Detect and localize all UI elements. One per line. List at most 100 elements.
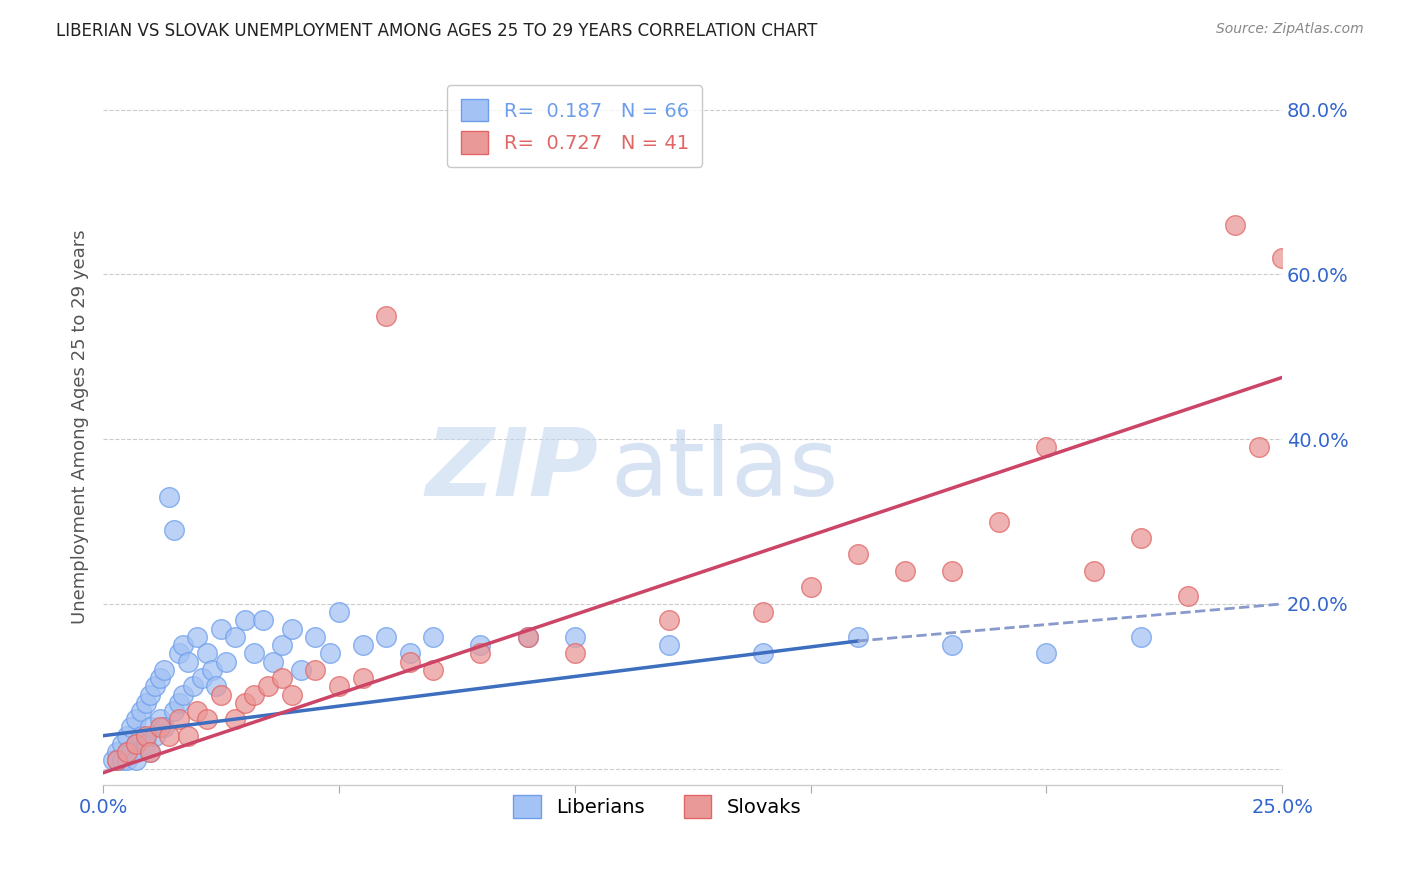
Legend: Liberians, Slovaks: Liberians, Slovaks [506, 788, 808, 826]
Point [224, 712, 246, 726]
Point [1177, 589, 1199, 603]
Point [115, 729, 138, 743]
Point [143, 729, 166, 743]
Point [233, 614, 256, 628]
Point [658, 638, 681, 652]
Point [328, 679, 350, 693]
Point [115, 745, 138, 759]
Point [328, 605, 350, 619]
Point [139, 688, 162, 702]
Point [470, 646, 492, 660]
Y-axis label: Unemployment Among Ages 25 to 29 years: Unemployment Among Ages 25 to 29 years [72, 229, 89, 624]
Point [163, 704, 186, 718]
Point [105, 753, 128, 767]
Point [209, 622, 232, 636]
Point [318, 646, 340, 660]
Point [894, 564, 917, 578]
Point [167, 646, 190, 660]
Point [195, 646, 218, 660]
Point [422, 630, 444, 644]
Point [115, 753, 138, 767]
Point [800, 581, 823, 595]
Point [988, 515, 1011, 529]
Point [177, 729, 200, 743]
Point [1247, 441, 1270, 455]
Point [157, 729, 180, 743]
Point [846, 548, 869, 562]
Point [111, 737, 134, 751]
Point [262, 655, 284, 669]
Point [516, 630, 538, 644]
Point [752, 605, 775, 619]
Text: Source: ZipAtlas.com: Source: ZipAtlas.com [1216, 22, 1364, 37]
Point [658, 614, 681, 628]
Point [564, 646, 586, 660]
Text: ZIP: ZIP [426, 424, 599, 516]
Point [398, 655, 420, 669]
Point [139, 745, 162, 759]
Point [135, 729, 157, 743]
Point [153, 721, 176, 735]
Point [243, 688, 266, 702]
Point [304, 663, 326, 677]
Text: atlas: atlas [610, 424, 838, 516]
Point [252, 614, 274, 628]
Point [1129, 531, 1152, 545]
Point [281, 622, 304, 636]
Point [125, 753, 148, 767]
Point [564, 630, 586, 644]
Point [243, 646, 266, 660]
Point [157, 490, 180, 504]
Point [205, 679, 228, 693]
Point [135, 737, 157, 751]
Point [846, 630, 869, 644]
Point [111, 753, 134, 767]
Point [125, 737, 148, 751]
Point [143, 679, 166, 693]
Point [120, 721, 142, 735]
Point [153, 663, 176, 677]
Point [271, 671, 294, 685]
Point [139, 745, 162, 759]
Point [186, 630, 208, 644]
Point [167, 696, 190, 710]
Point [167, 712, 190, 726]
Point [201, 663, 224, 677]
Text: LIBERIAN VS SLOVAK UNEMPLOYMENT AMONG AGES 25 TO 29 YEARS CORRELATION CHART: LIBERIAN VS SLOVAK UNEMPLOYMENT AMONG AG… [56, 22, 818, 40]
Point [149, 671, 172, 685]
Point [281, 688, 304, 702]
Point [186, 704, 208, 718]
Point [1223, 218, 1246, 232]
Point [172, 638, 194, 652]
Point [1129, 630, 1152, 644]
Point [941, 564, 963, 578]
Point [1083, 564, 1105, 578]
Point [120, 745, 142, 759]
Point [172, 688, 194, 702]
Point [224, 630, 246, 644]
Point [304, 630, 326, 644]
Point [941, 638, 963, 652]
Point [139, 721, 162, 735]
Point [290, 663, 312, 677]
Point [105, 753, 128, 767]
Point [233, 696, 256, 710]
Point [181, 679, 204, 693]
Point [398, 646, 420, 660]
Point [177, 655, 200, 669]
Point [129, 729, 152, 743]
Point [209, 688, 232, 702]
Point [752, 646, 775, 660]
Point [470, 638, 492, 652]
Point [352, 638, 374, 652]
Point [135, 696, 157, 710]
Point [129, 704, 152, 718]
Point [215, 655, 238, 669]
Point [191, 671, 214, 685]
Point [257, 679, 280, 693]
Point [516, 630, 538, 644]
Point [125, 737, 148, 751]
Point [271, 638, 294, 652]
Point [149, 721, 172, 735]
Point [149, 712, 172, 726]
